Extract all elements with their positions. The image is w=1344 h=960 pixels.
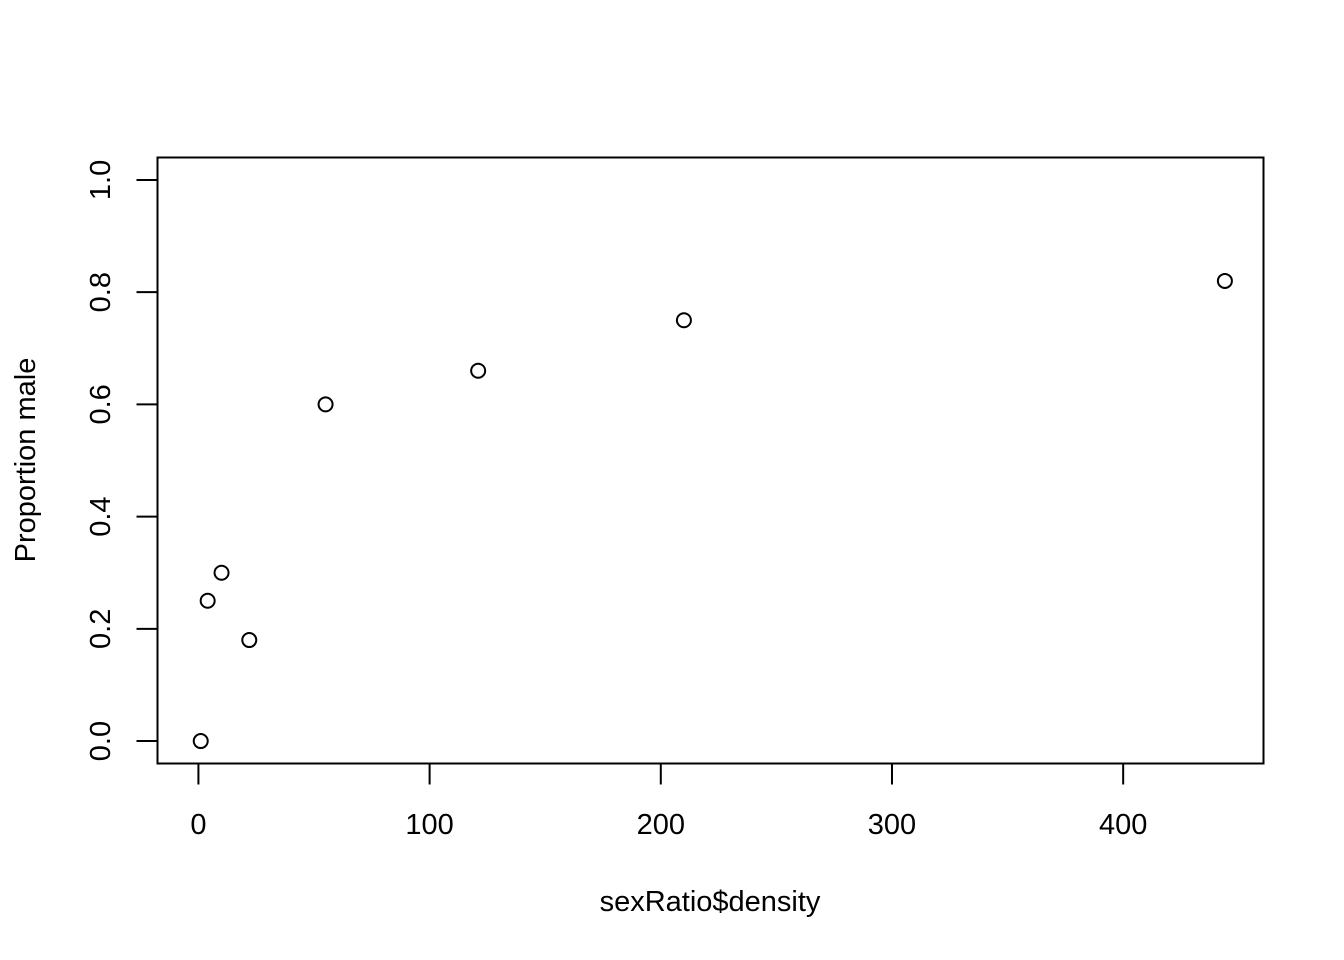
x-tick-label: 300 [868,809,916,841]
data-point [199,592,216,609]
y-axis: 0.0 0.2 0.4 0.6 0.8 1.0 [85,160,159,761]
plot-box [156,156,1265,765]
data-point [192,733,209,750]
x-tick-label: 400 [1099,809,1147,841]
x-tick-label: 100 [405,809,453,841]
data-point [241,632,258,649]
x-axis-label: sexRatio$density [600,886,821,918]
y-tick-label: 0.4 [85,496,117,536]
x-tick-label: 0 [190,809,206,841]
y-axis-label: Proportion male [10,358,42,563]
y-tick-label: 0.2 [85,609,117,649]
data-point [317,396,334,413]
data-points [192,272,1233,750]
data-point [213,564,230,581]
data-point [470,362,487,379]
x-axis: 0 100 200 300 400 [190,762,1147,841]
y-tick-label: 0.6 [85,384,117,424]
data-point [1216,272,1233,289]
y-tick-label: 0.8 [85,272,117,312]
data-point [675,312,692,329]
y-tick-label: 1.0 [85,160,117,200]
y-tick-label: 0.0 [85,721,117,761]
x-tick-label: 200 [637,809,685,841]
